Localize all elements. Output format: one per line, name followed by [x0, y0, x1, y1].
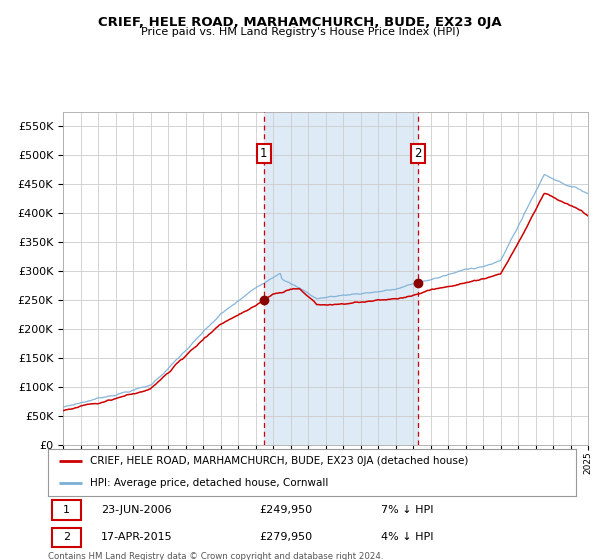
Text: 7% ↓ HPI: 7% ↓ HPI	[380, 505, 433, 515]
Text: 2: 2	[415, 147, 422, 160]
Text: 1: 1	[63, 505, 70, 515]
Text: £249,950: £249,950	[259, 505, 313, 515]
Bar	[52, 501, 81, 520]
Text: Contains HM Land Registry data © Crown copyright and database right 2024.
This d: Contains HM Land Registry data © Crown c…	[48, 552, 383, 560]
Text: 23-JUN-2006: 23-JUN-2006	[101, 505, 172, 515]
Text: 17-APR-2015: 17-APR-2015	[101, 533, 172, 543]
Text: CRIEF, HELE ROAD, MARHAMCHURCH, BUDE, EX23 0JA: CRIEF, HELE ROAD, MARHAMCHURCH, BUDE, EX…	[98, 16, 502, 29]
Text: 4% ↓ HPI: 4% ↓ HPI	[380, 533, 433, 543]
Bar	[52, 528, 81, 547]
Text: 2: 2	[63, 533, 70, 543]
Text: £279,950: £279,950	[259, 533, 313, 543]
Text: HPI: Average price, detached house, Cornwall: HPI: Average price, detached house, Corn…	[90, 478, 329, 488]
Bar	[264, 112, 418, 445]
Text: CRIEF, HELE ROAD, MARHAMCHURCH, BUDE, EX23 0JA (detached house): CRIEF, HELE ROAD, MARHAMCHURCH, BUDE, EX…	[90, 456, 469, 466]
Text: Price paid vs. HM Land Registry's House Price Index (HPI): Price paid vs. HM Land Registry's House …	[140, 27, 460, 37]
Text: 1: 1	[260, 147, 268, 160]
